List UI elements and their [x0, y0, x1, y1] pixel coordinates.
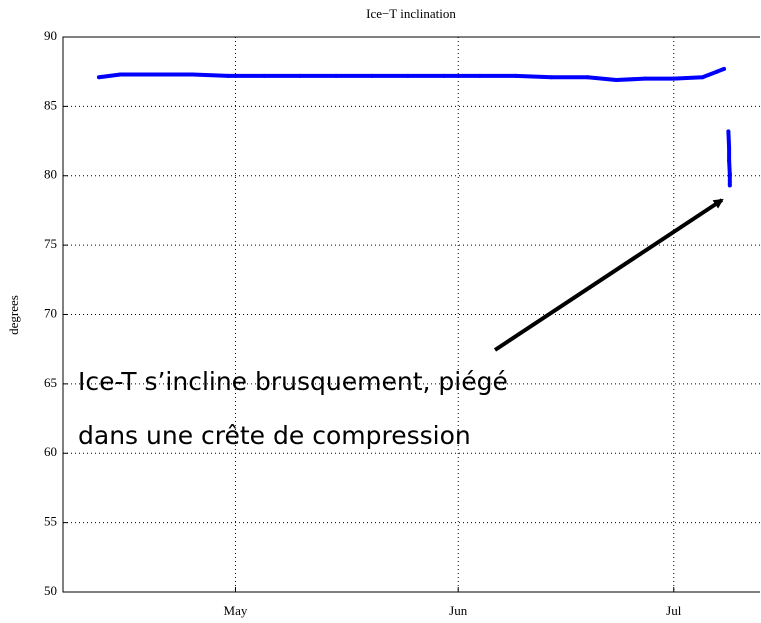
- data-point: [726, 129, 731, 134]
- data-point: [722, 66, 727, 71]
- data-point: [727, 146, 732, 150]
- data-point: [154, 72, 159, 77]
- data-point: [714, 69, 719, 74]
- annotation: Ice-T s’incline brusquement, piégé: [78, 367, 508, 396]
- data-point: [671, 76, 676, 81]
- annotation-arrow: [493, 198, 724, 352]
- data-point: [334, 73, 339, 78]
- y-tick-label: 60: [44, 444, 57, 459]
- data-point: [477, 73, 482, 78]
- data-point: [643, 76, 648, 81]
- data-point: [614, 78, 619, 83]
- data-point: [190, 72, 195, 77]
- y-axis-label: degrees: [6, 295, 21, 335]
- data-point: [405, 73, 410, 78]
- data-point: [549, 75, 554, 80]
- chart-title: Ice−T inclination: [366, 6, 456, 21]
- x-tick-label: Jun: [449, 603, 468, 618]
- y-tick-label: 75: [44, 236, 57, 251]
- data-point: [96, 75, 101, 80]
- data-point: [700, 75, 705, 80]
- axes-frame: [62, 36, 760, 593]
- y-tick-label: 80: [44, 167, 57, 182]
- y-tick-label: 55: [44, 514, 57, 529]
- annotation: dans une crête de compression: [78, 421, 471, 450]
- data-point: [441, 73, 446, 78]
- data-point: [369, 73, 374, 78]
- data-point: [727, 183, 732, 188]
- data-point: [727, 172, 732, 177]
- data-point: [585, 75, 590, 80]
- y-tick-label: 70: [44, 305, 57, 320]
- y-tick-label: 85: [44, 97, 57, 112]
- data-point: [513, 73, 518, 78]
- data-point: [727, 158, 732, 163]
- data-point: [226, 73, 231, 78]
- data-point: [118, 72, 123, 77]
- y-tick-label: 65: [44, 375, 57, 390]
- y-tick-label: 50: [44, 583, 57, 598]
- x-tick-label: Jul: [666, 603, 682, 618]
- x-tick-label: May: [224, 603, 248, 618]
- data-point: [262, 73, 267, 78]
- y-tick-label: 90: [44, 28, 57, 43]
- plot-area: 50 55 60 65 70 75 80 85 90 May Jun Jul: [44, 28, 760, 618]
- data-line: [726, 131, 732, 186]
- data-point: [298, 73, 303, 78]
